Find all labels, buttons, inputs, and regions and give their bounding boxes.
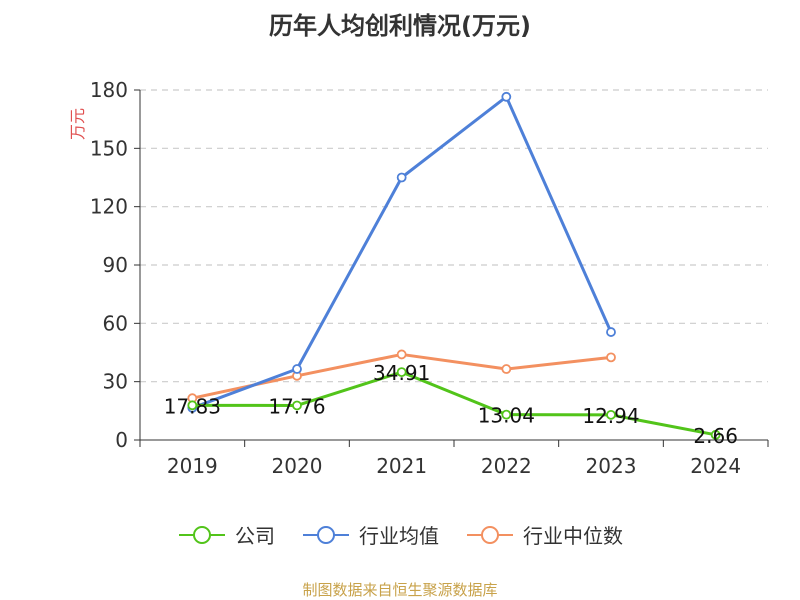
legend: 公司 行业均值 行业中位数 (0, 520, 800, 549)
y-tick-label: 150 (90, 136, 128, 160)
legend-label: 行业中位数 (523, 524, 623, 548)
axes: 0 30 60 90 120 150 180 2019 2020 2021 2022 2023 2024… (68, 78, 769, 478)
x-tick-label-2024: 2024 (690, 454, 741, 478)
data-point (606, 327, 616, 337)
x-tick-label-2022: 2022 (481, 454, 532, 478)
data-label: 17.83 (164, 394, 221, 418)
data-point (606, 409, 616, 420)
legend-swatch-marker (481, 525, 499, 544)
data-point (710, 429, 721, 440)
data-point (396, 367, 407, 378)
data-label: 17.76 (268, 394, 325, 418)
legend-swatch (179, 525, 225, 544)
data-label: 12.94 (582, 404, 639, 428)
legend-item[interactable]: 行业中位数 (465, 520, 623, 549)
data-point (292, 400, 302, 411)
y-tick-label: 30 (103, 370, 128, 394)
x-tick-label-2020: 2020 (272, 454, 323, 478)
data-point (606, 352, 616, 363)
y-tick-label: 90 (103, 253, 128, 277)
y-tick-label: 120 (90, 195, 128, 219)
data-point (501, 91, 512, 102)
y-tick-label: 0 (115, 428, 128, 452)
grid (140, 89, 768, 383)
legend-swatch (303, 525, 349, 544)
data-point (292, 364, 302, 374)
data-labels: 17.83 17.76 34.91 13.04 12.94 2.66 (164, 361, 738, 448)
legend-label: 公司 (235, 524, 275, 548)
y-tick-label: 60 (103, 311, 128, 335)
x-tick-label-2019: 2019 (167, 454, 218, 478)
data-label: 2.66 (693, 424, 738, 448)
legend-label: 行业均值 (359, 524, 439, 548)
data-label: 34.91 (373, 361, 430, 385)
chart-title: 历年人均创利情况(万元) (269, 12, 531, 40)
data-point (187, 400, 198, 411)
legend-swatch-marker (193, 525, 211, 544)
data-point (396, 172, 407, 183)
data-point (396, 349, 407, 360)
data-point (501, 364, 512, 374)
legend-swatch-marker (317, 525, 335, 544)
y-axis-label: 万元 (68, 108, 87, 140)
legend-swatch (467, 525, 513, 544)
data-label: 13.04 (478, 404, 535, 428)
legend-item[interactable]: 公司 (177, 520, 275, 549)
source-note: 制图数据来自恒生聚源数据库 (302, 581, 498, 599)
series-lines (187, 91, 721, 440)
legend-item[interactable]: 行业均值 (301, 520, 439, 549)
x-tick-label-2021: 2021 (376, 454, 427, 478)
series-line-0 (192, 370, 716, 437)
x-tick-label-2023: 2023 (586, 454, 637, 478)
y-tick-label: 180 (90, 78, 128, 102)
data-point (501, 409, 512, 420)
